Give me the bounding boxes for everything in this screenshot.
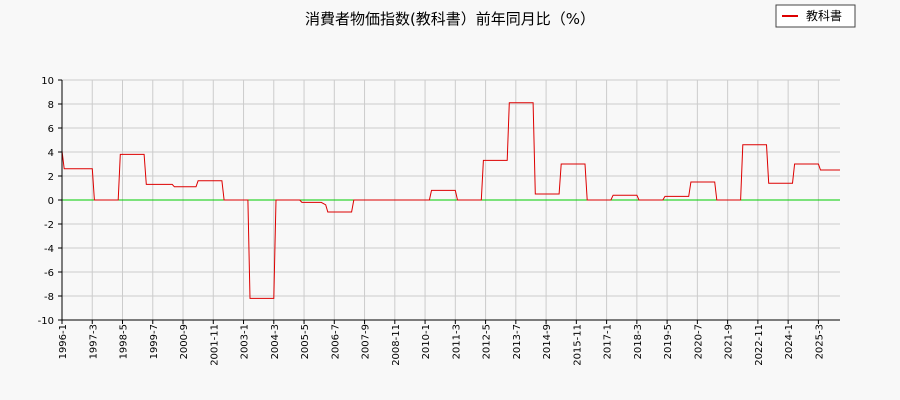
x-tick-label: 2024-1	[784, 324, 795, 359]
x-tick-label: 2017-1	[603, 324, 614, 359]
x-tick-label: 1999-7	[149, 324, 160, 359]
x-tick-label: 2008-11	[391, 324, 402, 366]
y-tick-label: 4	[48, 148, 54, 159]
y-tick-label: 10	[41, 76, 54, 87]
x-tick-label: 2007-9	[361, 324, 372, 359]
series-line	[61, 102, 840, 299]
x-tick-label: 1997-3	[88, 324, 99, 359]
y-tick-labels: 10 8 6 4 2 0 -2 -4 -6 -8 -10	[38, 76, 54, 327]
y-tick-label: -10	[38, 316, 54, 327]
x-tick-label: 2018-3	[633, 324, 644, 359]
axes	[58, 79, 840, 324]
x-tick-label: 2015-11	[572, 324, 583, 366]
chart-title: 消費者物価指数(教科書）前年同月比（%）	[305, 10, 595, 28]
x-tick-label: 2025-3	[814, 324, 825, 359]
x-tick-label: 2006-7	[330, 324, 341, 359]
x-tick-label: 2004-3	[270, 324, 281, 359]
y-tick-label: -4	[44, 244, 54, 255]
x-tick-label: 2001-11	[209, 324, 220, 366]
y-tick-label: 0	[48, 196, 54, 207]
x-tick-label: 1996-1	[58, 324, 69, 359]
x-tick-label: 2012-5	[482, 324, 493, 359]
x-tick-label: 2010-1	[421, 324, 432, 359]
legend-box	[775, 4, 856, 28]
y-tick-label: -6	[44, 268, 54, 279]
y-tick-label: 6	[48, 124, 54, 135]
x-tick-label: 2011-3	[451, 324, 462, 359]
x-tick-label: 2013-7	[512, 324, 523, 359]
x-tick-labels: 1996-1 1997-3 1998-5 1999-7 2000-9 2001-11 200…	[58, 324, 825, 366]
y-tick-label: -8	[44, 292, 54, 303]
x-tick-label: 2014-9	[542, 324, 553, 359]
x-tick-label: 2019-5	[663, 324, 674, 359]
legend: 教科書	[775, 4, 856, 28]
legend-label: 教科書	[806, 8, 842, 23]
y-tick-label: 2	[48, 172, 54, 183]
x-tick-label: 2020-7	[693, 324, 704, 359]
series-layer	[61, 102, 840, 299]
y-tick-label: 8	[48, 100, 54, 111]
x-tick-label: 2000-9	[179, 324, 190, 359]
x-tick-label: 2022-11	[754, 324, 765, 366]
x-tick-label: 1998-5	[119, 324, 130, 359]
x-tick-label: 2021-9	[724, 324, 735, 359]
y-tick-label: -2	[44, 220, 54, 231]
x-tick-label: 2003-1	[240, 324, 251, 359]
x-tick-label: 2005-5	[300, 324, 311, 359]
